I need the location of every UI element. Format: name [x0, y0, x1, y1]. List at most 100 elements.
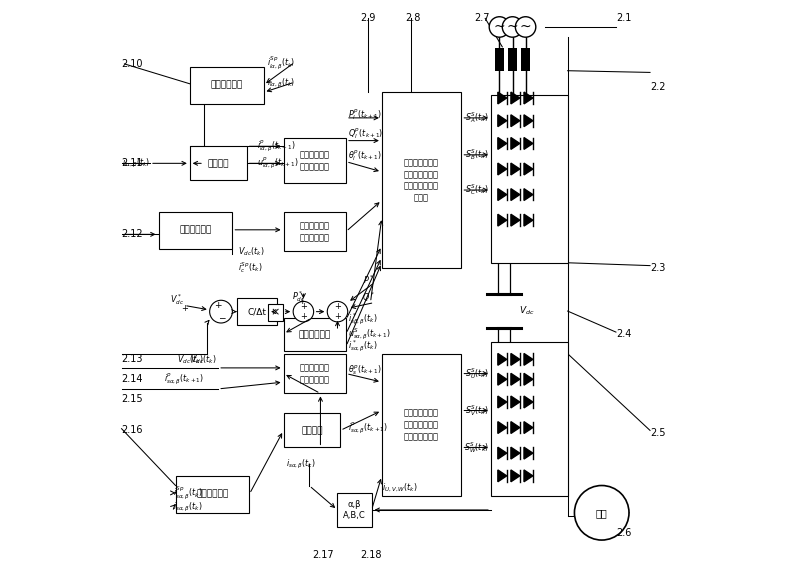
Polygon shape: [498, 163, 506, 175]
Text: $V_{dc}(t_k)$: $V_{dc}(t_k)$: [238, 245, 265, 258]
Text: $i_{s\alpha,\beta}^{Sp}(t_k)$: $i_{s\alpha,\beta}^{Sp}(t_k)$: [173, 485, 202, 501]
Text: 2.12: 2.12: [122, 230, 143, 239]
Text: 2.6: 2.6: [616, 528, 631, 538]
Text: 以电机侧电流、
桥臂各器件结温
构成的成本函数: 以电机侧电流、 桥臂各器件结温 构成的成本函数: [404, 408, 439, 441]
Text: 2.4: 2.4: [616, 329, 631, 339]
Text: $V_{dc}$: $V_{dc}$: [519, 305, 535, 317]
Polygon shape: [498, 214, 506, 226]
Text: $i_{U,V,W}(t_k)$: $i_{U,V,W}(t_k)$: [382, 482, 418, 494]
Text: 2.16: 2.16: [122, 425, 143, 436]
Polygon shape: [524, 92, 533, 104]
Bar: [190, 146, 246, 180]
Text: 预测模型: 预测模型: [301, 426, 322, 435]
Text: $S_A^S(t_k)$: $S_A^S(t_k)$: [466, 110, 490, 125]
Polygon shape: [511, 188, 520, 200]
Text: 2.2: 2.2: [650, 82, 666, 91]
Circle shape: [502, 17, 522, 37]
Text: $i_{l\alpha,\beta}^p(t_{k+1})$: $i_{l\alpha,\beta}^p(t_{k+1})$: [257, 139, 295, 154]
Text: +: +: [182, 304, 188, 313]
Text: 以电网侧有功、
无功、桥臂各器
件结温构成的成
本函数: 以电网侧有功、 无功、桥臂各器 件结温构成的成 本函数: [404, 158, 439, 203]
Text: 2.9: 2.9: [360, 14, 375, 23]
Text: $i_{l\alpha,\beta}(t_k)$: $i_{l\alpha,\beta}(t_k)$: [266, 77, 295, 90]
Polygon shape: [511, 353, 520, 365]
Circle shape: [327, 301, 348, 322]
Text: −: −: [218, 313, 226, 322]
Polygon shape: [498, 138, 506, 150]
Text: $V_{dc}(t_k)$: $V_{dc}(t_k)$: [190, 353, 216, 365]
Text: +: +: [298, 297, 306, 307]
Bar: [237, 298, 277, 325]
Text: $Q^*$: $Q^*$: [362, 290, 374, 304]
Text: 负载功率计算: 负载功率计算: [298, 330, 331, 339]
Text: $\theta_l^p(t_{k+1})$: $\theta_l^p(t_{k+1})$: [348, 148, 382, 163]
Text: $i_{l\alpha,\beta}^{Sp}(t_k)$: $i_{l\alpha,\beta}^{Sp}(t_k)$: [266, 54, 295, 71]
Text: 预测模型: 预测模型: [207, 159, 229, 168]
Text: $i_{s\alpha,\beta}(t_k)$: $i_{s\alpha,\beta}(t_k)$: [173, 501, 202, 514]
Polygon shape: [524, 163, 533, 175]
Text: +: +: [334, 312, 341, 321]
Polygon shape: [498, 373, 506, 385]
Bar: [190, 67, 264, 104]
Bar: [158, 212, 232, 248]
Text: C/Δt: C/Δt: [247, 307, 266, 316]
Bar: [521, 48, 530, 71]
Text: ×: ×: [271, 307, 280, 317]
Text: 2.11: 2.11: [122, 158, 143, 168]
Text: $V_{dc}(t_k)$: $V_{dc}(t_k)$: [178, 353, 204, 365]
Text: $P^*$: $P^*$: [363, 274, 374, 286]
Circle shape: [293, 301, 314, 322]
Text: $S_U^S(t_k)$: $S_U^S(t_k)$: [466, 366, 490, 381]
Polygon shape: [498, 396, 506, 408]
Bar: [283, 353, 346, 393]
Polygon shape: [511, 138, 520, 150]
Bar: [175, 476, 250, 513]
Bar: [268, 304, 283, 321]
Text: $i_c^{Sp}(t_k)$: $i_c^{Sp}(t_k)$: [238, 260, 262, 275]
Text: $u_{l\alpha,\beta}^p(t_{k+1})$: $u_{l\alpha,\beta}^p(t_{k+1})$: [257, 156, 298, 171]
Bar: [508, 48, 517, 71]
Bar: [338, 493, 371, 527]
Text: $S_V^S(t_k)$: $S_V^S(t_k)$: [466, 403, 490, 418]
Polygon shape: [524, 447, 533, 459]
Text: ~: ~: [520, 20, 531, 34]
Text: 2.7: 2.7: [474, 14, 490, 23]
Bar: [491, 95, 568, 263]
Text: $S_C^S(t_k)$: $S_C^S(t_k)$: [466, 183, 490, 198]
Text: $S_B^S(t_k)$: $S_B^S(t_k)$: [466, 147, 490, 162]
Text: 混沌参数估计: 混沌参数估计: [196, 490, 229, 499]
Text: $P_{dc}^*$: $P_{dc}^*$: [292, 289, 306, 304]
Text: 电机: 电机: [596, 508, 607, 518]
Circle shape: [490, 17, 510, 37]
Circle shape: [210, 300, 232, 323]
Bar: [491, 343, 568, 496]
Bar: [283, 138, 346, 183]
Text: $i_{l\alpha,\beta}(t_k)$: $i_{l\alpha,\beta}(t_k)$: [122, 157, 150, 170]
Text: 混沌参数估计: 混沌参数估计: [210, 81, 243, 90]
Bar: [283, 413, 340, 448]
Text: +: +: [214, 301, 222, 311]
Polygon shape: [511, 421, 520, 433]
Circle shape: [515, 17, 536, 37]
Polygon shape: [498, 470, 506, 482]
Text: +: +: [334, 302, 341, 311]
Polygon shape: [524, 470, 533, 482]
Text: 混沌参数估计: 混沌参数估计: [179, 226, 211, 235]
Text: $V_{dc}^*$: $V_{dc}^*$: [170, 292, 184, 307]
Polygon shape: [511, 373, 520, 385]
Polygon shape: [498, 421, 506, 433]
Polygon shape: [511, 163, 520, 175]
Bar: [283, 212, 346, 251]
Text: 2.10: 2.10: [122, 59, 143, 69]
Text: 2.13: 2.13: [122, 355, 143, 364]
Polygon shape: [524, 421, 533, 433]
Polygon shape: [498, 115, 506, 127]
Circle shape: [574, 485, 629, 540]
Bar: [495, 48, 504, 71]
Polygon shape: [498, 353, 506, 365]
Polygon shape: [524, 115, 533, 127]
Text: ~: ~: [494, 20, 506, 34]
Text: $\theta_s^p(t_{k+1})$: $\theta_s^p(t_{k+1})$: [348, 364, 382, 377]
Polygon shape: [524, 353, 533, 365]
Bar: [283, 318, 346, 351]
Text: $u_{s\alpha,\beta}^S(t_{k+1})$: $u_{s\alpha,\beta}^S(t_{k+1})$: [348, 326, 390, 341]
